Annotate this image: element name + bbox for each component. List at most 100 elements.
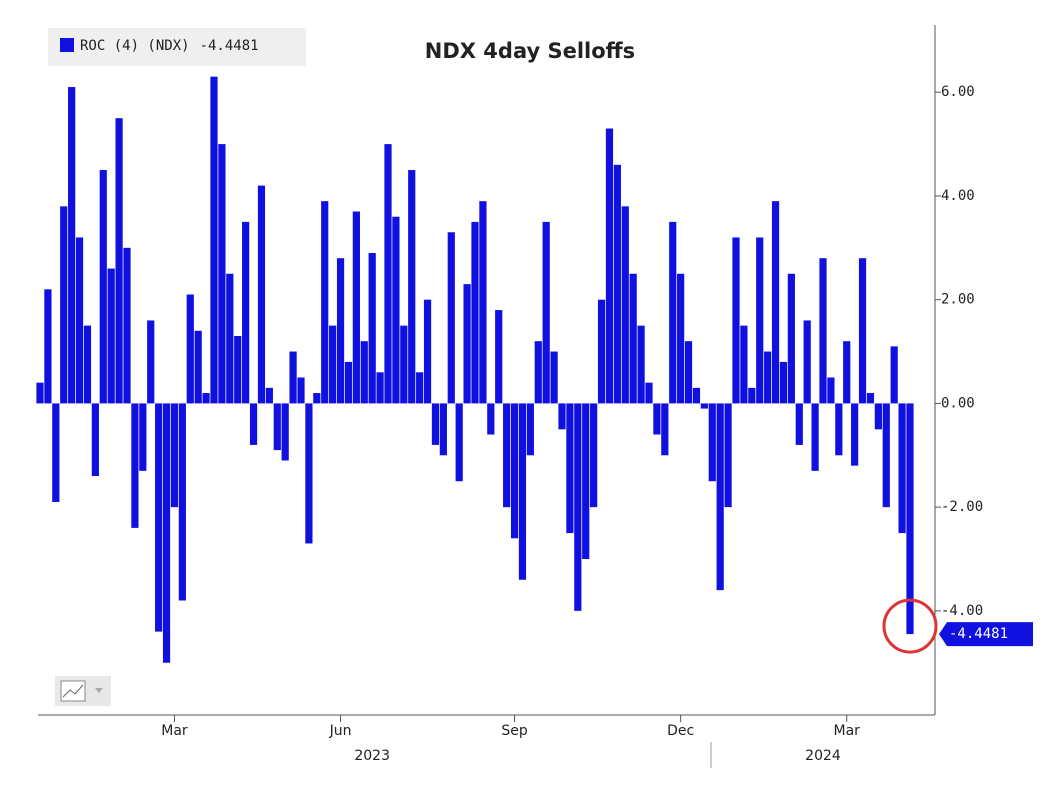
bar	[218, 144, 226, 404]
bar	[542, 221, 550, 404]
bar	[289, 351, 297, 404]
x-tick-label: Dec	[667, 723, 694, 739]
bar	[787, 273, 795, 404]
bar	[771, 201, 780, 404]
bar	[835, 403, 843, 456]
bar	[210, 76, 218, 404]
bar	[123, 247, 131, 404]
bar	[68, 87, 76, 404]
x-tick-label: Mar	[161, 723, 188, 739]
bar	[779, 361, 788, 404]
bar	[503, 403, 511, 508]
bar	[44, 289, 52, 404]
bar	[645, 382, 653, 404]
bar	[874, 403, 882, 430]
bar	[684, 341, 693, 404]
bar	[692, 387, 701, 404]
bar	[851, 403, 859, 466]
bar	[226, 273, 234, 404]
bar	[558, 403, 566, 430]
last-value-label: -4.4481	[949, 626, 1008, 642]
bar	[748, 387, 756, 404]
bar	[400, 325, 408, 404]
legend-swatch	[60, 38, 74, 52]
bar	[352, 211, 360, 404]
bar	[194, 330, 202, 404]
bar	[439, 403, 447, 456]
bar	[819, 258, 827, 404]
bar	[574, 403, 582, 611]
bar	[131, 403, 139, 528]
bar	[416, 372, 424, 404]
bar	[858, 258, 867, 404]
last-value-flag	[939, 622, 1033, 647]
y-tick-label: -2.00	[941, 499, 983, 515]
bar	[890, 346, 898, 404]
bar	[52, 403, 60, 502]
bar	[716, 403, 724, 591]
bar	[590, 403, 598, 508]
bar	[882, 403, 890, 508]
bar	[297, 377, 305, 404]
bar	[423, 299, 432, 404]
bar	[60, 206, 68, 404]
bar	[242, 221, 250, 404]
bar	[249, 403, 258, 445]
bar	[677, 273, 685, 404]
bar	[479, 201, 487, 404]
bar	[234, 335, 242, 404]
bar	[566, 403, 574, 534]
bar	[376, 372, 384, 404]
bar	[36, 382, 44, 404]
x-tick-label: Jun	[329, 723, 352, 739]
bar	[700, 403, 708, 409]
bar	[147, 320, 155, 404]
bar	[582, 403, 590, 560]
bar	[99, 170, 107, 404]
year-label: 2024	[805, 748, 841, 764]
y-tick-label: -4.00	[941, 603, 983, 619]
bar	[463, 284, 471, 404]
bar	[495, 310, 503, 404]
bar	[273, 403, 281, 451]
bar	[827, 377, 835, 404]
bar	[162, 403, 171, 663]
bar	[613, 164, 621, 404]
bar	[764, 351, 772, 404]
bar	[843, 341, 851, 404]
bar	[708, 403, 716, 482]
bar	[83, 325, 92, 404]
bar	[155, 403, 163, 632]
bar	[344, 361, 353, 404]
y-tick-label: 4.00	[941, 188, 975, 204]
x-tick-label: Sep	[501, 723, 528, 739]
bar	[740, 325, 748, 404]
bar	[811, 403, 819, 471]
bar	[408, 170, 416, 404]
bar	[471, 221, 479, 404]
bar	[186, 294, 194, 404]
bar	[510, 403, 519, 539]
bar	[653, 403, 661, 435]
bar	[360, 341, 368, 404]
bar	[724, 403, 732, 508]
y-tick-label: 0.00	[941, 395, 975, 411]
bar	[368, 253, 376, 404]
bar	[265, 387, 273, 404]
bar	[91, 403, 99, 477]
bar	[795, 403, 803, 445]
highlight-circle	[882, 598, 938, 654]
bar	[518, 403, 527, 580]
bar	[898, 403, 906, 534]
bar	[281, 403, 289, 461]
bar	[75, 237, 84, 404]
year-label: 2023	[354, 748, 390, 764]
bar	[107, 268, 115, 404]
bar	[526, 403, 534, 456]
chart-icon	[55, 676, 111, 706]
bar	[803, 320, 811, 404]
chart-title: NDX 4day Selloffs	[425, 39, 635, 63]
bar	[637, 325, 645, 404]
y-tick-label: 6.00	[941, 84, 975, 100]
